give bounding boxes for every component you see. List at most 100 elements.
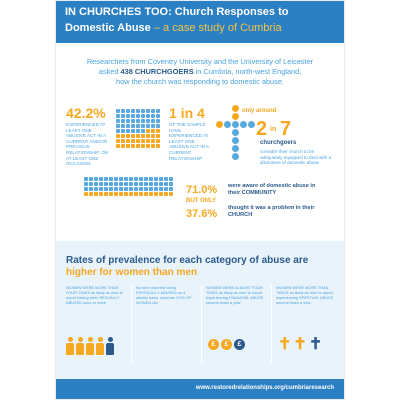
- grid-dot: [104, 187, 108, 191]
- grid-dot: [136, 109, 140, 113]
- grid-dot: [131, 114, 135, 118]
- grid-dot: [121, 129, 125, 133]
- grid-dot: [121, 114, 125, 118]
- grid-dot: [156, 109, 160, 113]
- grid-dot: [144, 177, 148, 181]
- title-main: Domestic Abuse: [65, 22, 151, 34]
- intro-paragraph: Researchers from Coventry University and…: [66, 57, 334, 86]
- grid-dot: [119, 187, 123, 191]
- grid-dot: [144, 182, 148, 186]
- grid-dot: [141, 129, 145, 133]
- grid-dot: [129, 187, 133, 191]
- panel-title-pre: Rates of prevalence for each category of…: [66, 255, 309, 266]
- grid-dot: [84, 192, 88, 196]
- grid-dot: [84, 177, 88, 181]
- grid-dot: [129, 192, 133, 196]
- grid-dot: [139, 177, 143, 181]
- grid-dot: [134, 187, 138, 191]
- grid-dot: [146, 119, 150, 123]
- header-banner: IN CHURCHES TOO: Church Responses to Dom…: [56, 1, 344, 43]
- grid-dot: [141, 114, 145, 118]
- grid-dot: [121, 134, 125, 138]
- grid-dot: [131, 129, 135, 133]
- cross-dot: [232, 121, 239, 128]
- grid-dot: [151, 109, 155, 113]
- grid-dot: [99, 187, 103, 191]
- grid-dot: [104, 177, 108, 181]
- grid-dot: [109, 187, 113, 191]
- grid-dot: [131, 134, 135, 138]
- cross-icon: ✝: [278, 336, 292, 353]
- grid-dot: [116, 109, 120, 113]
- cross-icons: ✝ ✝ ✝: [278, 337, 322, 357]
- grid-dot: [141, 124, 145, 128]
- cross-dot: [232, 145, 239, 152]
- grid-dot: [169, 187, 173, 191]
- grid-dot: [131, 144, 135, 148]
- grid-dot: [149, 187, 153, 191]
- grid-dot: [156, 114, 160, 118]
- intro-line-2-pre: asked: [98, 66, 121, 76]
- grid-dot: [136, 139, 140, 143]
- column-financial-abuse: WOMEN WERE ALMOST FOUR TIMES as likely a…: [206, 285, 268, 367]
- footer-banner: www.restoredrelationships.org/cumbriares…: [56, 379, 344, 399]
- grid-dot: [109, 177, 113, 181]
- cross-dot: [232, 105, 239, 112]
- person-icon: [66, 337, 74, 355]
- grid-dot: [129, 182, 133, 186]
- stat-71-text: were aware of domestic abuse in their CO…: [228, 183, 316, 196]
- grid-dot: [104, 192, 108, 196]
- grid-dot: [121, 109, 125, 113]
- grid-dot: [156, 124, 160, 128]
- grid-dot: [169, 192, 173, 196]
- stat-71-value: 71.0%: [186, 184, 218, 196]
- coin-icons: £ £ £: [208, 339, 245, 359]
- coin-icon: £: [221, 339, 232, 350]
- grid-dot: [151, 114, 155, 118]
- grid-dot: [156, 119, 160, 123]
- grid-dot: [114, 182, 118, 186]
- stat-42-text: experienced at least one abusive act in …: [66, 122, 109, 167]
- coin-icon: £: [234, 339, 245, 350]
- prevalence-panel: Rates of prevalence for each category of…: [56, 241, 344, 399]
- grid-dot: [114, 192, 118, 196]
- grid-dot: [119, 192, 123, 196]
- cross-dot: [248, 121, 255, 128]
- stat-2in7-top: only around: [242, 108, 277, 114]
- grid-dot: [126, 144, 130, 148]
- grid-dot: [141, 109, 145, 113]
- grid-dot: [119, 177, 123, 181]
- grid-dot: [136, 144, 140, 148]
- grid-dot: [116, 144, 120, 148]
- grid-dot: [126, 129, 130, 133]
- grid-dot: [114, 187, 118, 191]
- grid-dot: [89, 187, 93, 191]
- grid-dot: [144, 187, 148, 191]
- column-divider: [271, 285, 272, 363]
- grid-dot: [159, 192, 163, 196]
- grid-dot: [154, 182, 158, 186]
- grid-dot: [164, 182, 168, 186]
- grid-dot: [149, 177, 153, 181]
- coin-icon: £: [208, 339, 219, 350]
- grid-dot: [139, 187, 143, 191]
- grid-dot: [89, 177, 93, 181]
- community-grid-icon: [84, 177, 176, 196]
- grid-dot: [151, 134, 155, 138]
- grid-dot: [84, 187, 88, 191]
- grid-dot: [116, 129, 120, 133]
- grid-dot: [156, 139, 160, 143]
- column-sexual-abuse-text: WOMEN WERE MORE THAN FOUR TIMES as likel…: [66, 285, 124, 305]
- grid-dot: [124, 182, 128, 186]
- grid-dot: [146, 134, 150, 138]
- grid-dot: [154, 177, 158, 181]
- intro-line-2-post: in Cumbria, north-west England,: [193, 66, 302, 76]
- stat-37-text: thought it was a problem in their CHURCH: [228, 205, 315, 218]
- cross-dot: [232, 113, 239, 120]
- grid-dot: [139, 192, 143, 196]
- grid-dot: [159, 182, 163, 186]
- footer-url-link[interactable]: www.restoredrelationships.org/cumbriares…: [195, 385, 334, 391]
- stat-42-value: 42.2%: [66, 105, 106, 121]
- title-line-2: Domestic Abuse – a case study of Cumbria: [65, 22, 282, 34]
- grid-dot: [164, 192, 168, 196]
